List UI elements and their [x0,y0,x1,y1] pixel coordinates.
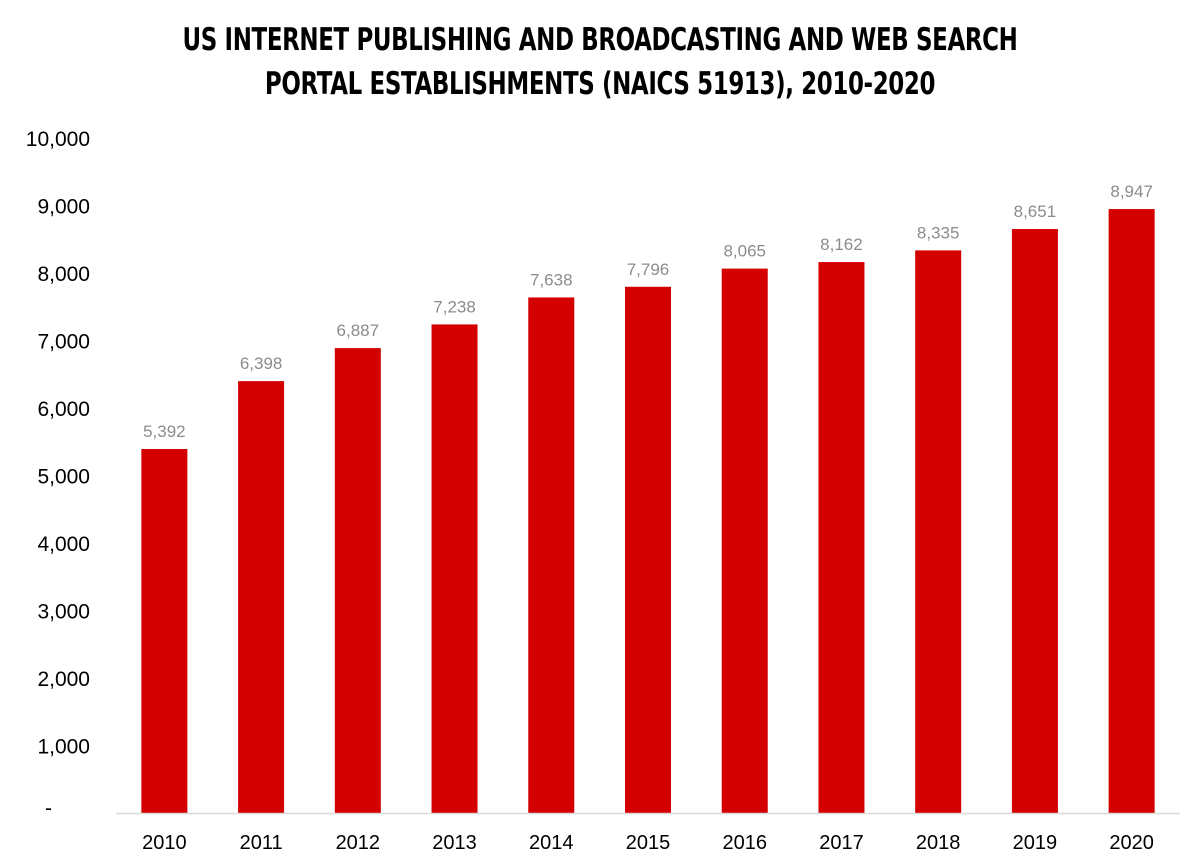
y-axis: - 1,000 2,000 3,000 4,000 5,000 6,000 7,000 8,00… [26,128,90,820]
x-tick-label: 2012 [336,832,381,854]
data-label: 8,947 [1110,182,1153,201]
x-tick-label: 2016 [722,832,767,854]
x-tick-label: 2014 [529,832,574,854]
bar [334,348,381,813]
y-tick-label: 6,000 [37,398,90,421]
y-tick-label: 1,000 [37,736,90,759]
data-label: 8,162 [820,235,863,254]
data-label: 7,796 [627,260,670,279]
y-tick-label: - [45,797,52,820]
data-labels-group: 5,392 6,398 6,887 7,238 7,638 7,796 8,065 8,162… [143,182,1153,441]
bar [528,297,575,813]
data-label: 8,335 [917,223,960,242]
y-tick-label: 3,000 [37,601,90,624]
x-axis: 2010 2011 2012 2013 2014 2015 2016 2017 2018 2019… [116,812,1180,854]
y-tick-label: 7,000 [37,331,90,354]
y-tick-label: 9,000 [37,196,90,219]
x-tick-label: 2020 [1109,832,1154,854]
y-tick-label: 10,000 [26,128,90,151]
bar [818,262,865,813]
x-tick-label: 2013 [432,832,477,854]
data-label: 7,238 [433,297,476,316]
y-tick-label: 4,000 [37,533,90,556]
data-label: 6,398 [240,354,283,373]
bar [915,250,962,813]
bar [238,381,285,813]
data-label: 6,887 [337,321,380,340]
x-tick-label: 2010 [142,832,187,854]
bar [721,268,768,813]
data-label: 8,651 [1014,202,1057,221]
chart-title-line-2: PORTAL ESTABLISHMENTS (NAICS 51913), 201… [264,66,936,102]
y-tick-label: 2,000 [37,668,90,691]
x-tick-label: 2018 [916,832,961,854]
bars-group [141,209,1155,813]
data-label: 7,638 [530,270,573,289]
chart-title-line-1: US INTERNET PUBLISHING AND BROADCASTING … [182,22,1018,58]
x-tick-label: 2017 [819,832,864,854]
x-tick-label: 2019 [1013,832,1058,854]
x-tick-label: 2011 [240,832,283,854]
bar [1011,229,1058,813]
bar [1108,209,1155,813]
data-label: 8,065 [723,242,766,261]
bar [431,324,478,813]
y-tick-label: 5,000 [37,466,90,489]
bar [625,286,671,813]
bar [141,449,188,813]
x-tick-label: 2015 [626,832,671,854]
data-label: 5,392 [143,422,186,441]
y-tick-label: 8,000 [37,263,90,286]
chart-title: US INTERNET PUBLISHING AND BROADCASTING … [156,18,1044,106]
